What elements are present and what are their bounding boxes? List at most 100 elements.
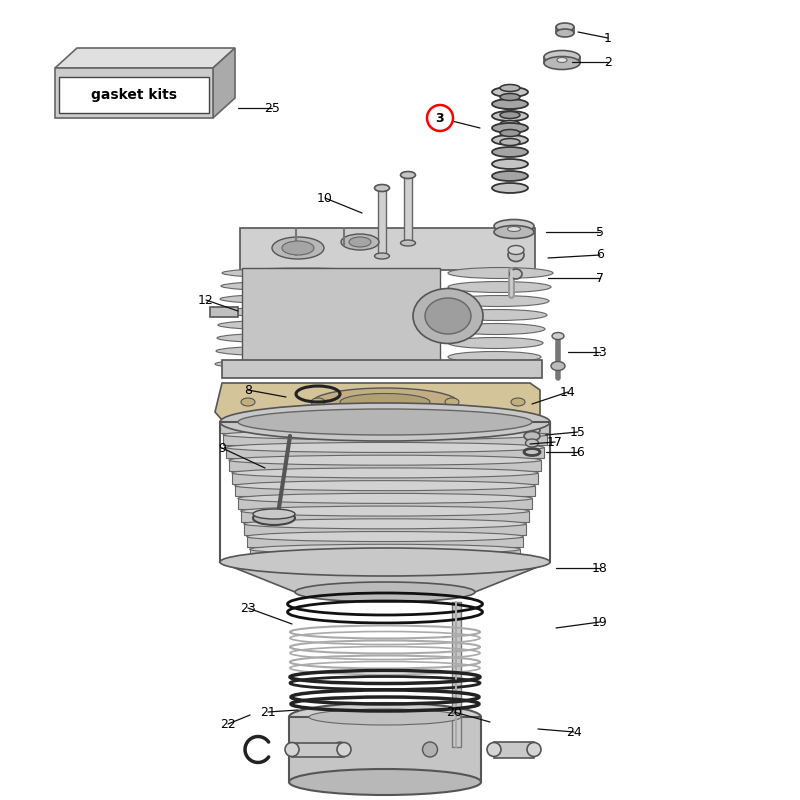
Text: 13: 13 <box>592 346 608 358</box>
Ellipse shape <box>422 742 438 757</box>
Text: 25: 25 <box>264 102 280 114</box>
Bar <box>246 537 523 547</box>
Ellipse shape <box>524 431 540 441</box>
Ellipse shape <box>222 268 382 278</box>
Ellipse shape <box>246 531 523 542</box>
Text: 18: 18 <box>592 562 608 574</box>
Ellipse shape <box>556 29 574 37</box>
Polygon shape <box>55 48 235 68</box>
Ellipse shape <box>282 241 314 255</box>
Ellipse shape <box>492 111 528 121</box>
Ellipse shape <box>401 171 415 178</box>
Ellipse shape <box>289 769 481 795</box>
Ellipse shape <box>220 403 550 441</box>
Ellipse shape <box>500 130 520 137</box>
Bar <box>59 77 209 113</box>
Ellipse shape <box>219 307 370 317</box>
Bar <box>240 228 535 270</box>
Ellipse shape <box>445 398 459 406</box>
Text: 7: 7 <box>596 271 604 285</box>
Ellipse shape <box>448 282 551 293</box>
Ellipse shape <box>492 171 528 181</box>
Ellipse shape <box>448 310 547 321</box>
Text: 19: 19 <box>592 615 608 629</box>
Text: 3: 3 <box>436 111 444 125</box>
Ellipse shape <box>295 582 475 602</box>
Ellipse shape <box>492 183 528 193</box>
Ellipse shape <box>448 338 543 349</box>
Ellipse shape <box>220 417 550 427</box>
Text: 20: 20 <box>446 706 462 718</box>
Ellipse shape <box>492 159 528 169</box>
Ellipse shape <box>494 226 534 238</box>
Text: 10: 10 <box>317 191 333 205</box>
Polygon shape <box>220 562 550 592</box>
Ellipse shape <box>556 23 574 31</box>
Ellipse shape <box>526 439 538 447</box>
Bar <box>222 360 542 378</box>
Text: 21: 21 <box>260 706 276 718</box>
Ellipse shape <box>241 398 255 406</box>
Bar <box>494 742 534 758</box>
Ellipse shape <box>232 468 538 478</box>
Ellipse shape <box>253 511 295 525</box>
Bar <box>241 511 530 522</box>
Ellipse shape <box>313 388 458 416</box>
Text: 2: 2 <box>604 55 612 69</box>
Text: 8: 8 <box>244 383 252 397</box>
Ellipse shape <box>524 426 540 434</box>
Polygon shape <box>215 383 540 420</box>
Ellipse shape <box>544 50 580 63</box>
Ellipse shape <box>500 102 520 110</box>
Bar <box>235 486 535 496</box>
Bar <box>229 460 541 471</box>
Bar <box>244 524 526 534</box>
Ellipse shape <box>220 294 374 304</box>
Ellipse shape <box>413 289 483 343</box>
Ellipse shape <box>341 234 379 250</box>
Ellipse shape <box>511 398 525 406</box>
Bar <box>250 550 520 560</box>
Ellipse shape <box>557 58 567 62</box>
Ellipse shape <box>229 455 541 465</box>
Ellipse shape <box>221 281 378 291</box>
Ellipse shape <box>448 295 549 306</box>
Ellipse shape <box>311 398 325 406</box>
Ellipse shape <box>238 409 532 435</box>
Bar <box>223 434 547 446</box>
Polygon shape <box>213 48 235 118</box>
Ellipse shape <box>500 138 520 146</box>
Text: 9: 9 <box>218 442 226 454</box>
Ellipse shape <box>448 351 541 362</box>
Ellipse shape <box>492 87 528 97</box>
Ellipse shape <box>425 298 471 334</box>
Circle shape <box>427 105 453 131</box>
Text: 15: 15 <box>570 426 586 438</box>
Ellipse shape <box>492 99 528 109</box>
Text: 24: 24 <box>566 726 582 738</box>
Ellipse shape <box>500 121 520 127</box>
Ellipse shape <box>235 481 535 490</box>
Ellipse shape <box>448 323 545 334</box>
Text: gasket kits: gasket kits <box>91 88 177 102</box>
Polygon shape <box>55 68 213 118</box>
Ellipse shape <box>272 237 324 259</box>
Ellipse shape <box>492 123 528 133</box>
Ellipse shape <box>349 237 371 247</box>
Ellipse shape <box>241 506 530 516</box>
Text: 22: 22 <box>220 718 236 730</box>
Bar <box>238 498 532 509</box>
Ellipse shape <box>218 320 366 330</box>
Bar <box>220 422 550 433</box>
Ellipse shape <box>337 742 351 757</box>
Ellipse shape <box>494 219 534 233</box>
Bar <box>292 742 344 757</box>
Ellipse shape <box>487 742 501 757</box>
Bar <box>452 602 461 747</box>
Bar <box>404 175 412 243</box>
Ellipse shape <box>285 742 299 757</box>
Ellipse shape <box>226 442 544 453</box>
Bar <box>378 188 386 256</box>
Ellipse shape <box>500 111 520 118</box>
Text: 16: 16 <box>570 446 586 458</box>
